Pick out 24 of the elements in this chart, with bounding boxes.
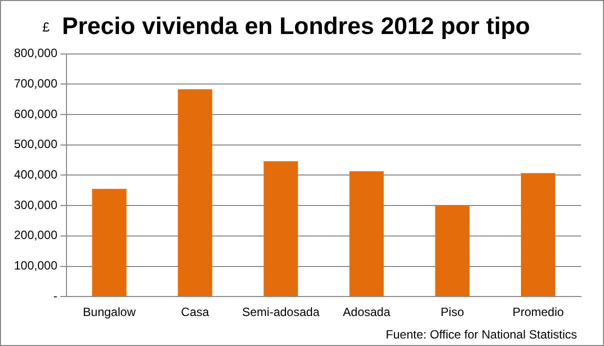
bar [520,173,556,296]
source-note: Fuente: Office for National Statistics [386,327,577,342]
y-tick-label: 200,000 [14,228,58,242]
x-tick-label: Adosada [342,305,391,320]
y-tick-label: 800,000 [14,46,58,60]
x-tick-label: Semi-adosada [242,305,320,320]
y-tick-label: 300,000 [14,198,58,212]
bar [178,89,212,296]
y-tick-label: 400,000 [14,168,58,182]
bar [349,171,384,296]
y-tick-label: 600,000 [14,106,58,121]
y-axis-title: £ [42,20,50,35]
y-tick-label: 700,000 [14,76,58,90]
bar [435,204,470,296]
y-tick-label: - [53,288,58,303]
x-tick-label: Piso [440,305,464,320]
bar [92,188,126,296]
y-tick-label: 500,000 [14,137,58,152]
y-tick-label: 100,000 [14,258,58,273]
x-tick-label: Promedio [512,305,564,320]
x-tick-label: Bungalow [82,305,136,320]
x-tick-label: Casa [181,305,210,320]
bar [264,161,298,296]
chart-title: Precio vivienda en Londres 2012 por tipo [62,13,530,40]
